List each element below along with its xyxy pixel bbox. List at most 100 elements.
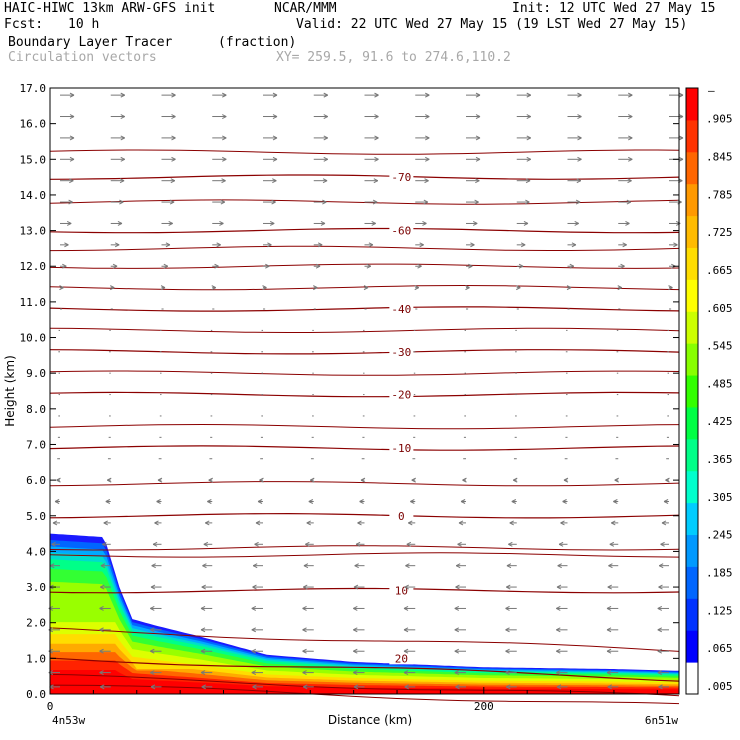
y-tick-label: 7.0 — [26, 438, 46, 451]
valid-time: Valid: 22 UTC Wed 27 May 15 (19 LST Wed … — [296, 17, 688, 32]
circulation-vector — [454, 670, 466, 676]
circulation-vector — [663, 499, 669, 504]
circulation-vector — [212, 135, 227, 141]
circulation-vector — [313, 92, 328, 98]
circulation-vector — [567, 114, 582, 119]
circulation-vector — [669, 114, 684, 119]
circulation-vector — [462, 477, 467, 483]
isotherm-line — [49, 370, 680, 376]
circulation-vector — [506, 584, 517, 590]
circulation-vector — [455, 684, 466, 690]
circulation-vector — [54, 499, 60, 504]
colorbar-label: .245 — [706, 529, 733, 542]
circulation-vector — [562, 499, 568, 504]
colorbar-swatch — [686, 438, 698, 472]
circulation-vector — [609, 541, 619, 547]
circulation-vector — [457, 541, 466, 547]
circulation-vector — [558, 541, 568, 547]
colorbar-swatch — [686, 406, 698, 440]
circulation-vector — [567, 221, 579, 226]
circulation-vector — [313, 135, 328, 141]
circulation-vector — [355, 541, 365, 547]
circulation-vector — [252, 684, 263, 690]
circulation-vector — [411, 477, 416, 483]
circulation-vector — [665, 477, 670, 483]
circulation-vector — [305, 541, 314, 547]
circulation-vector — [618, 199, 632, 205]
circulation-vector — [60, 242, 69, 248]
colorbar-label: .365 — [706, 453, 733, 466]
circulation-vector — [306, 520, 314, 526]
circulation-vector — [110, 263, 118, 269]
circulation-vector — [313, 178, 328, 184]
colorbar-swatch — [686, 598, 698, 631]
circulation-vector — [354, 563, 365, 569]
circulation-vector — [466, 178, 480, 184]
circulation-vector — [465, 285, 470, 291]
circulation-vector — [505, 648, 517, 654]
circulation-vector — [364, 156, 379, 162]
circulation-vector — [415, 114, 430, 119]
forecast-hour: 10 h — [68, 17, 100, 32]
isotherm-line — [49, 263, 680, 269]
circulation-vector — [48, 627, 60, 633]
circulation-vector — [516, 242, 526, 248]
circulation-vector — [606, 648, 619, 654]
circulation-vector — [618, 114, 633, 119]
colorbar-label: .425 — [706, 415, 733, 428]
circulation-vector — [505, 627, 517, 633]
isotherm-label-bg — [389, 584, 414, 597]
colorbar-label: – — [708, 84, 715, 97]
circulation-vector — [313, 156, 328, 162]
circulation-vector — [567, 199, 581, 205]
circulation-vector — [212, 199, 226, 205]
y-tick-label: 15.0 — [20, 153, 47, 166]
colorbar-swatch — [686, 343, 698, 376]
isotherm-label: 0 — [398, 510, 405, 523]
circulation-vector — [102, 541, 111, 547]
circulation-vector — [252, 584, 263, 590]
colorbar-label: .005 — [706, 680, 733, 693]
circulation-vector — [415, 263, 422, 269]
circulation-vector — [608, 563, 619, 569]
circulation-vector — [60, 135, 75, 141]
circulation-vector — [509, 520, 517, 526]
circulation-vector — [263, 114, 278, 119]
circulation-vector — [263, 221, 275, 226]
isotherm-label-bg — [389, 345, 414, 358]
colorbar-label: .485 — [706, 377, 733, 390]
circulation-vector — [203, 541, 213, 547]
isotherm-label-bg — [389, 224, 414, 237]
circulation-vector — [252, 563, 263, 569]
circulation-vector — [60, 92, 75, 98]
circulation-vector — [506, 563, 517, 569]
circulation-vector — [161, 242, 171, 248]
isotherm-label: -40 — [391, 303, 411, 316]
circulation-vector — [516, 178, 531, 184]
field-units: (fraction) — [218, 35, 297, 50]
circulation-vector — [360, 477, 366, 483]
circulation-vector — [408, 520, 416, 526]
circulation-vector — [201, 684, 213, 690]
circulation-vector — [658, 584, 669, 590]
circulation-vector — [259, 477, 264, 483]
circulation-vector — [415, 92, 430, 98]
circulation-vector — [161, 114, 176, 119]
circulation-vector — [103, 520, 111, 526]
isotherm-line — [49, 512, 680, 519]
colorbar-swatch — [686, 279, 698, 312]
circulation-vector — [251, 627, 263, 633]
colorbar-frame — [685, 87, 699, 695]
circulation-vector — [99, 605, 111, 611]
circulation-vector — [607, 684, 619, 690]
circulation-vector — [48, 648, 60, 654]
circulation-vector — [364, 178, 379, 184]
circulation-vector — [202, 563, 213, 569]
circulation-vector — [161, 199, 175, 205]
circulation-vector — [516, 285, 521, 291]
circulation-vector — [506, 684, 517, 690]
isotherm-line — [49, 174, 680, 180]
circulation-vector — [353, 684, 365, 690]
circulation-vector — [516, 221, 529, 226]
